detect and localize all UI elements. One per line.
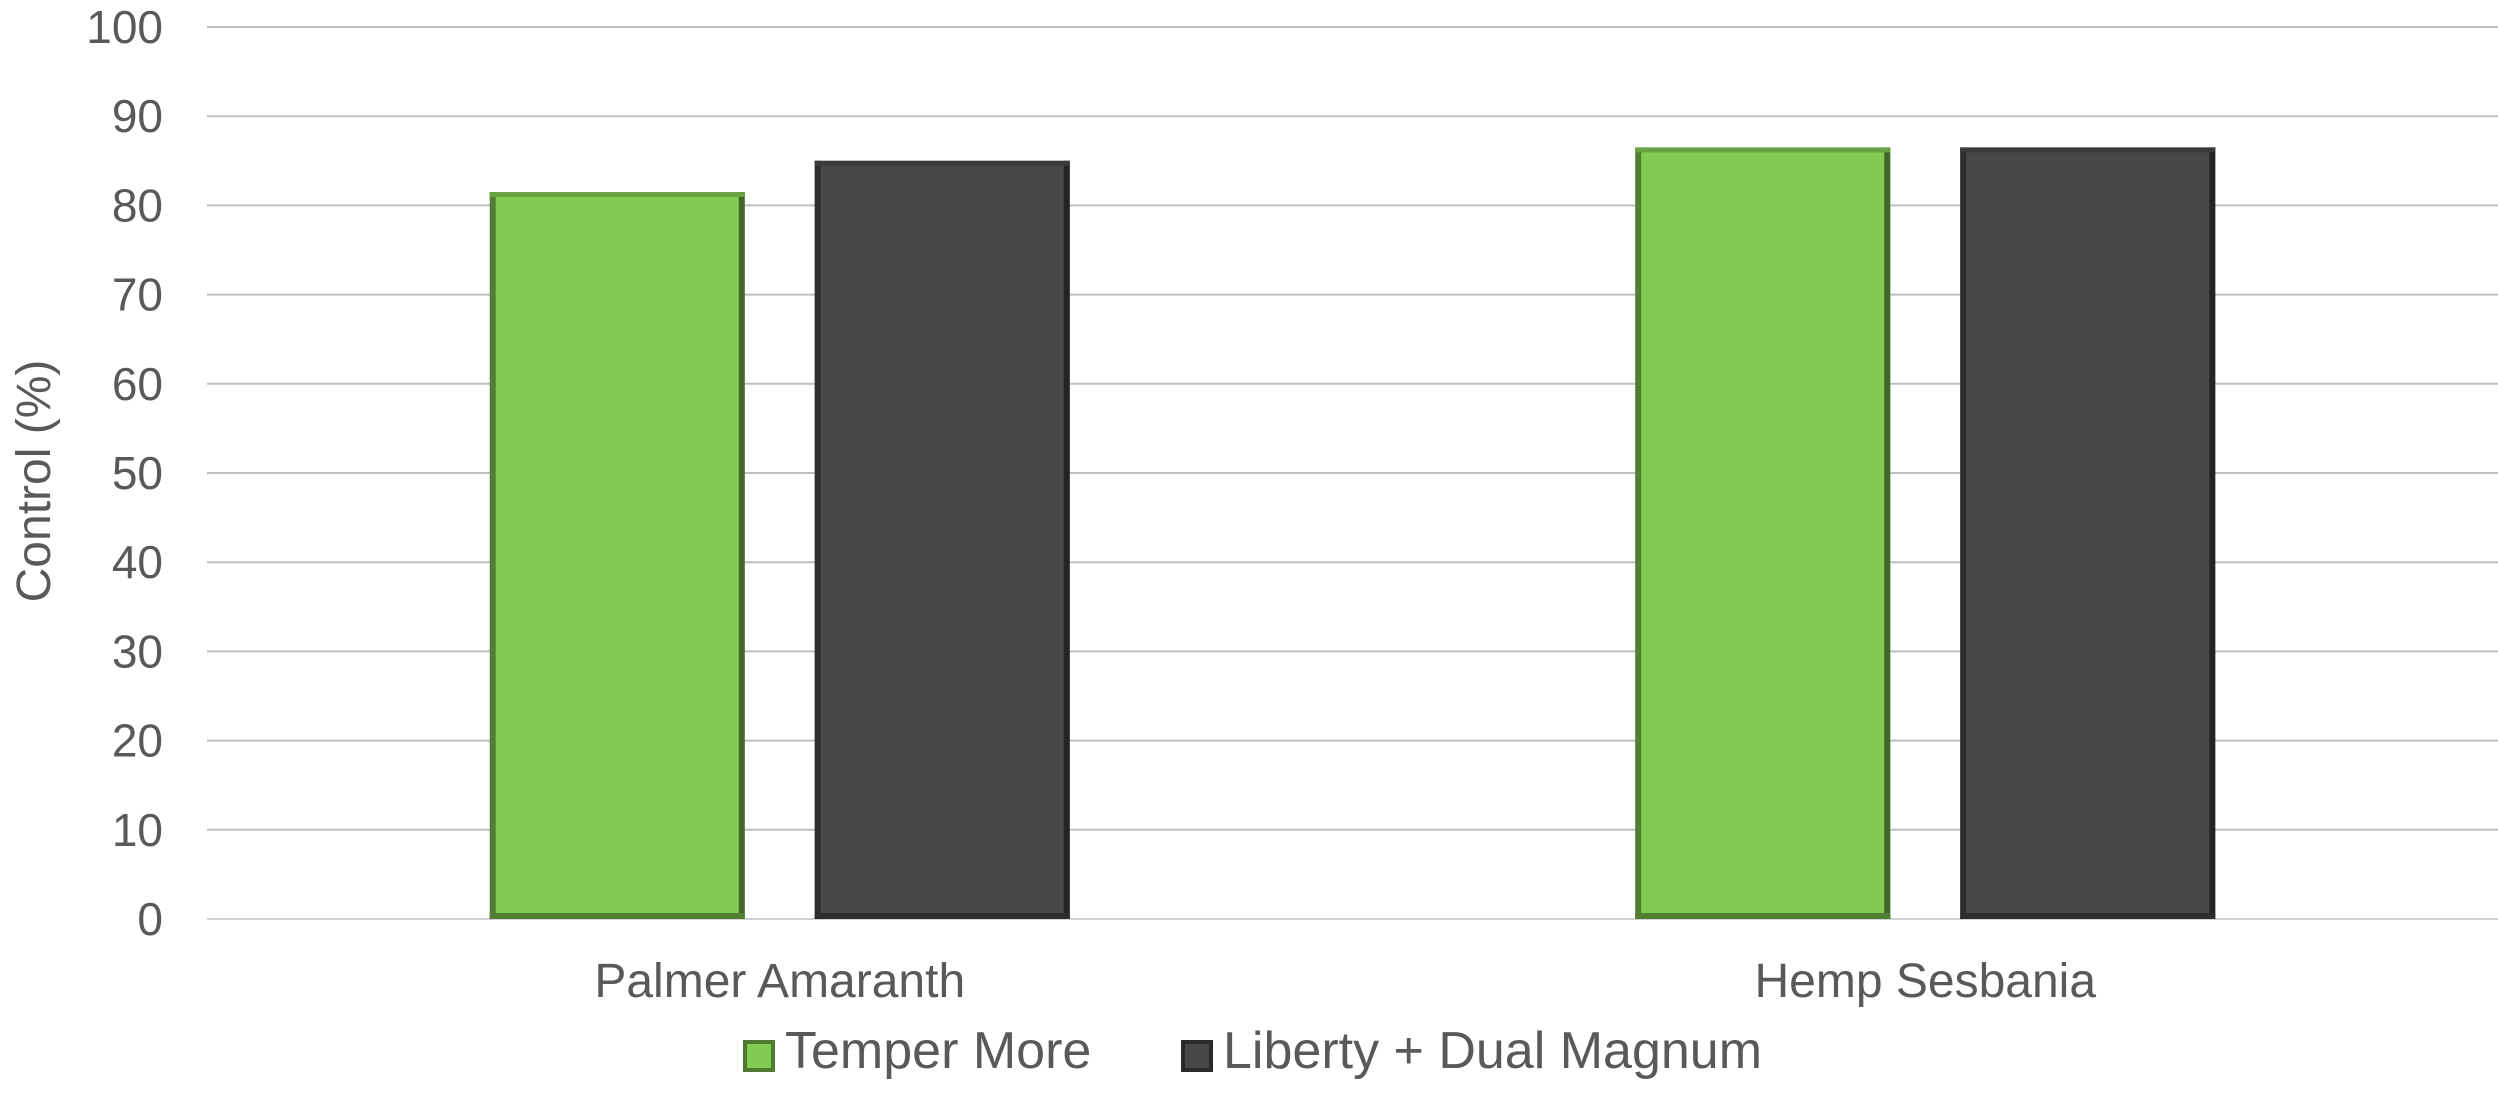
bar (489, 192, 745, 919)
bar (1635, 147, 1891, 920)
y-tick-label: 10 (112, 804, 163, 856)
y-tick-label: 30 (112, 625, 163, 677)
legend-item: Liberty + Dual Magnum (1181, 1022, 1762, 1080)
bar-edge-left (1960, 147, 1967, 920)
y-tick-label: 60 (112, 358, 163, 410)
x-tick-label: Hemp Sesbania (1754, 955, 2096, 1008)
y-tick-label: 20 (112, 715, 163, 767)
y-tick-label: 70 (112, 269, 163, 321)
legend-marker (1181, 1040, 1213, 1072)
bar-fill (1635, 147, 1891, 920)
y-tick-label: 0 (137, 893, 163, 945)
y-tick-label: 100 (86, 1, 163, 53)
y-tick-label: 40 (112, 536, 163, 588)
bar (1960, 147, 2216, 920)
y-tick-label: 80 (112, 179, 163, 231)
bar-edge-bottom (1960, 913, 2216, 919)
legend-marker (743, 1040, 775, 1072)
bar-edge-right (1884, 147, 1891, 920)
legend-label: Liberty + Dual Magnum (1223, 1022, 1762, 1080)
y-axis-label: Control (%) (8, 360, 61, 603)
bar-edge-right (738, 192, 745, 919)
bars (489, 147, 2216, 920)
bar-edge-bottom (1635, 913, 1891, 919)
bar-edge-top (1960, 147, 2216, 153)
bar-edge-left (489, 192, 496, 919)
bar (814, 160, 1070, 920)
bar-edge-bottom (489, 913, 745, 919)
legend-item: Temper More (743, 1022, 1091, 1080)
bar-edge-top (489, 192, 745, 198)
bar-edge-right (2209, 147, 2216, 920)
legend-label: Temper More (785, 1022, 1091, 1080)
bar-fill (489, 192, 745, 919)
bar-edge-left (1635, 147, 1642, 920)
bar-edge-top (1635, 147, 1891, 153)
bar-fill (814, 160, 1070, 920)
x-tick-labels: Palmer Amaranth Hemp Sesbania (594, 955, 2096, 1008)
x-tick-label: Palmer Amaranth (594, 955, 965, 1008)
y-tick-label: 90 (112, 90, 163, 142)
bar-fill (1960, 147, 2216, 920)
y-tick-labels: 0 10 20 30 40 50 60 70 80 90 100 (86, 1, 163, 945)
bar-edge-top (814, 160, 1070, 166)
bar-edge-left (814, 160, 821, 920)
y-tick-label: 50 (112, 447, 163, 499)
legend: Temper More Liberty + Dual Magnum (743, 1022, 1762, 1080)
bar-edge-right (1063, 160, 1070, 920)
bar-edge-bottom (814, 913, 1070, 919)
